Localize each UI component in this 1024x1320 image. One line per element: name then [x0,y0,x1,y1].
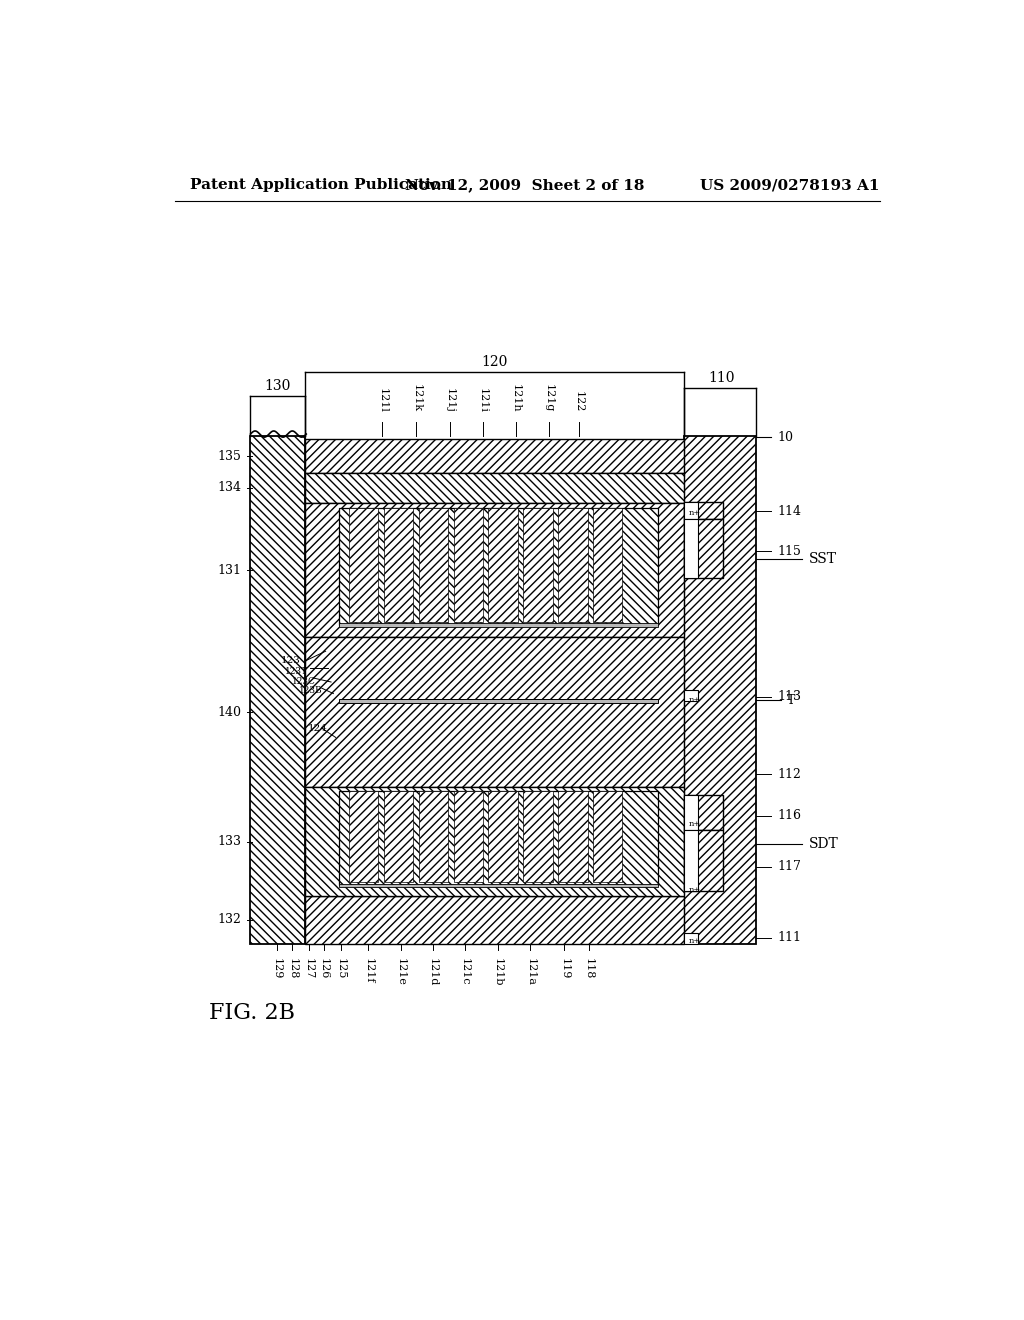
Text: 121l: 121l [377,388,387,412]
Bar [339,700,658,702]
Text: 121c: 121c [460,958,470,985]
Bar [339,623,658,627]
Text: 129: 129 [271,958,282,979]
Text: Patent Application Publication: Patent Application Publication [190,178,452,193]
Text: 123T: 123T [285,667,307,676]
Bar [349,791,378,882]
Text: n+: n+ [688,696,700,704]
Bar [305,788,684,896]
Text: 124: 124 [308,723,328,733]
Bar [305,638,684,788]
Text: n+: n+ [688,886,700,894]
Bar [684,519,698,578]
Text: 110: 110 [709,371,735,385]
Bar [684,795,723,830]
Text: 121j: 121j [444,388,455,412]
Bar [523,508,553,622]
Text: FIG. 2B: FIG. 2B [209,1002,295,1024]
Text: 115: 115 [777,545,802,557]
Bar [305,503,684,638]
Text: 116: 116 [777,809,802,822]
Bar [593,508,623,622]
Bar [454,791,483,882]
Bar [684,795,698,830]
Bar [558,791,588,882]
Text: 121k: 121k [412,384,421,412]
Text: 120: 120 [481,355,508,370]
Text: 121g: 121g [544,384,554,412]
Bar [349,508,378,622]
Text: 121d: 121d [428,958,437,986]
Text: 125: 125 [336,958,346,979]
Bar [684,502,698,519]
Text: T: T [786,694,795,708]
Text: 135: 135 [217,450,241,462]
Text: 134: 134 [217,482,241,495]
Bar [305,473,684,503]
Text: 121b: 121b [493,958,503,986]
Bar [339,791,658,886]
Bar [684,933,698,944]
Bar [684,690,698,701]
Bar [684,830,723,891]
Text: n+: n+ [688,937,700,945]
Text: 122: 122 [574,391,584,412]
Text: 121a: 121a [525,958,536,986]
Bar [339,884,658,887]
Text: 140: 140 [217,706,241,719]
Text: 111: 111 [777,931,802,944]
Bar [305,440,684,473]
Text: 132: 132 [217,913,241,927]
Text: 133: 133 [217,836,241,849]
Bar [684,830,698,891]
Text: 112: 112 [777,768,802,781]
Bar [384,508,414,622]
Text: n+: n+ [688,821,700,829]
Bar [419,791,449,882]
Text: 121f: 121f [364,958,374,983]
Text: 121h: 121h [511,384,520,412]
Bar [558,508,588,622]
Text: US 2009/0278193 A1: US 2009/0278193 A1 [700,178,880,193]
Bar [593,791,623,882]
Bar [684,436,756,944]
Text: SST: SST [809,552,837,566]
Text: 118: 118 [584,958,594,979]
Text: 123B: 123B [299,686,323,694]
Text: 117: 117 [777,861,802,874]
Bar [384,791,414,882]
Text: 131: 131 [217,564,241,577]
Text: Nov. 12, 2009  Sheet 2 of 18: Nov. 12, 2009 Sheet 2 of 18 [406,178,644,193]
Bar [684,519,723,578]
Bar [305,896,684,944]
Text: 126: 126 [319,958,329,979]
Text: 121e: 121e [396,958,406,986]
Text: 123: 123 [281,656,301,665]
Text: 114: 114 [777,504,802,517]
Bar [523,791,553,882]
Bar [454,508,483,622]
Text: 121i: 121i [478,388,488,412]
Bar [251,436,305,944]
Bar [339,508,658,626]
Text: n+: n+ [688,508,700,516]
Text: 130: 130 [264,379,291,392]
Text: 127: 127 [303,958,313,979]
Text: 123C: 123C [292,677,315,685]
Bar [488,791,518,882]
Bar [419,508,449,622]
Text: 113: 113 [777,690,802,704]
Text: 10: 10 [777,430,794,444]
Text: 119: 119 [559,958,569,979]
Text: SDT: SDT [809,837,839,850]
Bar [488,508,518,622]
Bar [684,502,723,519]
Text: 128: 128 [288,958,297,979]
